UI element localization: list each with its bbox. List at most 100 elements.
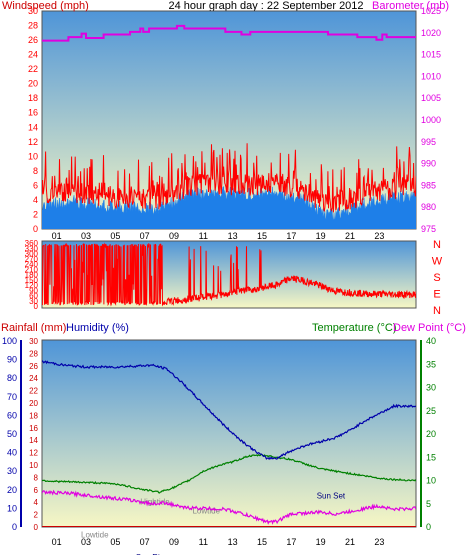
humidity-tick-60: 60 [7,410,17,420]
wind-barometer-panel: Windspeed (mph) Barometer (mb) 024681012… [2,0,449,241]
temperature-tick-0: 0 [426,522,431,532]
windspeed-tick-16: 16 [28,108,38,118]
compass-w-1: W [432,256,443,268]
rainfall-tick-18: 18 [29,411,38,420]
humidity-tick-40: 40 [7,448,17,458]
temperature-series-line [42,453,416,494]
top-x-tick-19: 19 [316,231,326,241]
direction-tick-0: 0 [34,302,39,311]
barometer-tick-1015: 1015 [421,50,441,60]
chart-title: 24 hour graph day : 22 September 2012 [168,0,363,12]
windspeed-tick-4: 4 [33,195,38,205]
humidity-tick-20: 20 [7,485,17,495]
top-x-tick-15: 15 [257,231,267,241]
top-x-tick-17: 17 [286,231,296,241]
bottom-x-tick-07: 07 [140,537,150,547]
wind-direction-series-line [42,242,416,307]
barometer-tick-1005: 1005 [421,93,441,103]
barometer-tick-985: 985 [421,180,436,190]
humidity-tick-labels: 0 10 20 30 40 50 60 70 80 90 100 [2,336,17,532]
temperature-tick-10: 10 [426,476,436,486]
temperature-axis-label: Temperature (°C) [312,322,396,334]
windspeed-tick-10: 10 [28,151,38,161]
rainfall-tick-2: 2 [34,511,39,520]
temperature-tick-30: 30 [426,383,436,393]
barometer-axis-label: Barometer (mb) [372,0,449,12]
temperature-tick-20: 20 [426,429,436,439]
annotation-0: Lowtide [81,530,109,539]
windspeed-tick-6: 6 [33,180,38,190]
rainfall-tick-28: 28 [29,349,38,358]
direction-tick-120: 120 [25,281,39,290]
top-x-tick-07: 07 [140,231,150,241]
windspeed-tick-30: 30 [28,6,38,16]
compass-s-2: S [433,272,440,284]
barometer-tick-1010: 1010 [421,71,441,81]
bottom-panel-background [41,339,417,528]
temperature-tick-25: 25 [426,406,436,416]
humidity-tick-50: 50 [7,429,17,439]
direction-tick-60: 60 [29,292,38,301]
humidity-tick-100: 100 [2,336,17,346]
tide-sun-annotations: Lowtide Hightide Lowtide Sun Set Sun Rise [81,491,346,555]
barometer-tick-990: 990 [421,159,436,169]
top-x-tick-03: 03 [81,231,91,241]
direction-tick-30: 30 [29,297,38,306]
annotation-1: Hightide [140,497,170,506]
bottom-x-tick-03: 03 [81,537,91,547]
barometer-tick-1000: 1000 [421,115,441,125]
compass-n-4: N [433,305,441,317]
humidity-tick-0: 0 [12,522,17,532]
top-x-tick-21: 21 [345,231,355,241]
rainfall-tick-20: 20 [29,399,38,408]
humidity-axis-label: Humidity (%) [66,322,129,334]
temperature-tick-5: 5 [426,499,431,509]
bottom-x-tick-11: 11 [199,537,208,547]
rainfall-tick-0: 0 [34,523,39,532]
top-x-tick-11: 11 [199,231,208,241]
rainfall-tick-26: 26 [29,362,38,371]
bottom-x-tick-17: 17 [286,537,296,547]
humidity-tick-80: 80 [7,373,17,383]
barometer-tick-980: 980 [421,202,436,212]
direction-tick-210: 210 [25,265,39,274]
direction-tick-300: 300 [25,250,39,259]
windspeed-tick-26: 26 [28,35,38,45]
barometer-series-line [42,24,416,42]
compass-n-0: N [433,239,441,251]
top-x-tick-23: 23 [374,231,384,241]
annotation-2: Lowtide [192,507,220,516]
humidity-series-line [42,360,416,461]
dewpoint-series-line [42,489,416,525]
wind-speed-series-line [42,143,416,213]
temperature-tick-15: 15 [426,452,436,462]
annotation-4: Sun Rise [136,553,169,555]
windspeed-tick-20: 20 [28,79,38,89]
barometer-tick-1020: 1020 [421,28,441,38]
windspeed-tick-24: 24 [28,50,38,60]
direction-tick-270: 270 [25,255,39,264]
rainfall-tick-16: 16 [29,424,38,433]
top-x-tick-09: 09 [169,231,179,241]
bottom-x-tick-09: 09 [169,537,179,547]
bottom-x-tick-13: 13 [228,537,238,547]
wind-gust-area [42,186,416,229]
barometer-tick-labels: 975 980 985 990 995 1000 1005 1010 1015 1020 1025 [421,6,441,234]
rainfall-tick-30: 30 [29,337,38,346]
rain-humidity-temperature-panel: Rainfall (mm) Humidity (%) Temperature (… [1,322,466,555]
windspeed-tick-2: 2 [33,209,38,219]
direction-tick-330: 330 [25,244,39,253]
windspeed-tick-8: 8 [33,166,38,176]
humidity-tick-70: 70 [7,392,17,402]
rainfall-tick-10: 10 [29,461,38,470]
annotation-3: Sun Set [317,491,346,500]
bottom-x-tick-19: 19 [316,537,326,547]
rainfall-tick-8: 8 [34,473,39,482]
top-x-tick-labels: 01 03 05 07 09 11 13 15 17 19 21 23 [52,231,385,241]
dewpoint-axis-label: Dew Point (°C) [393,322,466,334]
